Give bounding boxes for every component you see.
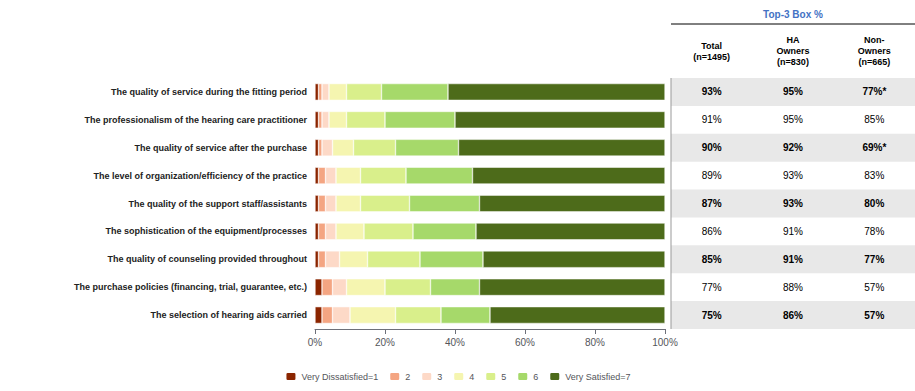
svg-text:The level of organization/effi: The level of organization/efficiency of … — [93, 171, 307, 181]
svg-text:Very Satisfied=7: Very Satisfied=7 — [565, 372, 630, 382]
svg-text:85%: 85% — [702, 254, 722, 265]
svg-text:The quality of counseling prov: The quality of counseling provided throu… — [108, 254, 308, 264]
svg-text:80%: 80% — [864, 198, 884, 209]
svg-text:91%: 91% — [783, 254, 803, 265]
svg-text:93%: 93% — [783, 170, 803, 181]
svg-text:57%: 57% — [864, 310, 884, 321]
svg-text:75%: 75% — [702, 310, 722, 321]
svg-text:The quality of the support sta: The quality of the support staff/assista… — [128, 199, 307, 209]
svg-text:5: 5 — [501, 372, 506, 382]
svg-text:77%*: 77%* — [862, 86, 886, 97]
svg-text:HA: HA — [787, 35, 800, 45]
svg-text:57%: 57% — [864, 282, 884, 293]
svg-text:(n=830): (n=830) — [777, 57, 809, 67]
svg-text:Top-3 Box %: Top-3 Box % — [763, 9, 823, 20]
svg-text:The quality of service during: The quality of service during the fittin… — [111, 87, 307, 97]
svg-text:86%: 86% — [783, 310, 803, 321]
svg-text:91%: 91% — [702, 114, 722, 125]
svg-text:95%: 95% — [783, 114, 803, 125]
svg-text:92%: 92% — [783, 142, 803, 153]
svg-text:20%: 20% — [375, 337, 395, 348]
svg-text:4: 4 — [469, 372, 474, 382]
svg-text:88%: 88% — [783, 282, 803, 293]
svg-text:100%: 100% — [652, 337, 678, 348]
svg-text:87%: 87% — [702, 198, 722, 209]
svg-text:78%: 78% — [864, 226, 884, 237]
svg-text:91%: 91% — [783, 226, 803, 237]
svg-text:90%: 90% — [702, 142, 722, 153]
svg-text:Total: Total — [701, 41, 722, 51]
svg-text:86%: 86% — [702, 226, 722, 237]
svg-text:2: 2 — [405, 372, 410, 382]
svg-text:(n=665): (n=665) — [858, 57, 890, 67]
svg-text:77%: 77% — [864, 254, 884, 265]
svg-text:89%: 89% — [702, 170, 722, 181]
svg-text:The selection of hearing aids: The selection of hearing aids carried — [150, 310, 307, 320]
svg-text:85%: 85% — [864, 114, 884, 125]
svg-text:77%: 77% — [702, 282, 722, 293]
svg-text:3: 3 — [437, 372, 442, 382]
svg-text:The professionalism of the hea: The professionalism of the hearing care … — [84, 115, 307, 125]
svg-text:83%: 83% — [864, 170, 884, 181]
svg-text:40%: 40% — [445, 337, 465, 348]
svg-text:60%: 60% — [515, 337, 535, 348]
svg-text:Owners: Owners — [858, 46, 891, 56]
svg-text:6: 6 — [533, 372, 538, 382]
svg-text:The quality of service after t: The quality of service after the purchas… — [134, 143, 307, 153]
svg-text:93%: 93% — [702, 86, 722, 97]
svg-text:69%*: 69%* — [862, 142, 886, 153]
svg-text:Non-: Non- — [864, 35, 885, 45]
svg-text:93%: 93% — [783, 198, 803, 209]
svg-text:80%: 80% — [585, 337, 605, 348]
svg-text:Owners: Owners — [776, 46, 809, 56]
svg-text:0%: 0% — [308, 337, 323, 348]
svg-text:Very Dissatisfied=1: Very Dissatisfied=1 — [301, 372, 378, 382]
svg-text:The purchase policies (financi: The purchase policies (financing, trial,… — [74, 282, 307, 292]
svg-text:(n=1495): (n=1495) — [693, 52, 730, 62]
svg-text:95%: 95% — [783, 86, 803, 97]
svg-text:The sophistication of the equi: The sophistication of the equipment/proc… — [105, 226, 307, 236]
